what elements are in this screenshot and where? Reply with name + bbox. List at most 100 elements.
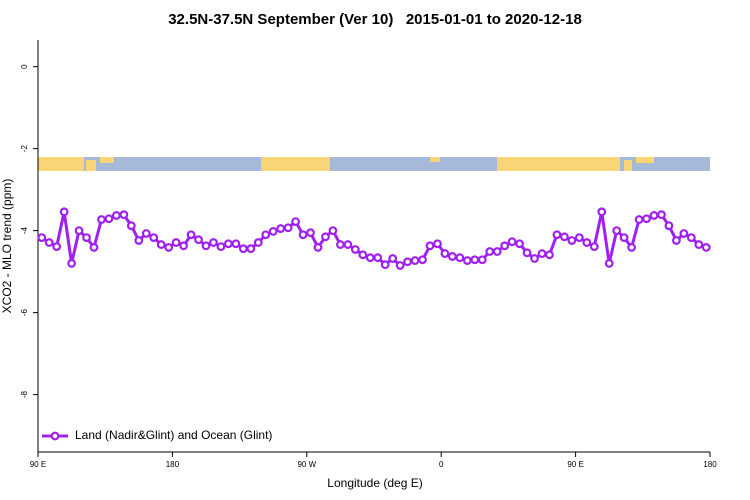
data-point [418,255,427,265]
data-point [612,226,622,236]
data-point [59,207,69,217]
data-point [604,259,614,268]
y-axis-label: XCO2 - MLO trend (ppm) [0,179,14,314]
x-tick-label: 180 [166,460,180,469]
data-point [440,249,450,258]
data-point [261,230,271,240]
data-point [306,228,315,238]
data-point [44,238,54,247]
data-point [343,240,353,249]
data-point [201,241,211,251]
data-point [455,253,465,263]
data-point [216,242,226,252]
data-point [223,239,233,249]
data-point [574,233,584,242]
data-point [403,257,413,267]
data-point [37,233,47,242]
data-point [179,241,189,251]
data-point [171,238,181,247]
y-tick-label: 0 [20,64,29,69]
data-point [582,238,592,247]
data-point [627,243,636,252]
x-tick-label: 90 W [297,460,316,469]
data-point [500,241,510,251]
data-point [336,240,345,249]
x-axis-label: Longitude (deg E) [327,476,422,490]
data-point [209,238,218,247]
x-tick-label: 90 E [30,460,46,469]
data-point [507,237,517,247]
data-point [492,247,502,256]
data-point [560,232,569,242]
data-point [276,224,286,233]
data-point [328,226,338,236]
data-point [567,236,577,245]
data-point [313,243,323,252]
x-tick-label: 90 E [567,460,583,469]
data-point [231,239,241,249]
chart-title: 32.5N-37.5N September (Ver 10) 2015-01-0… [168,11,582,28]
data-point [321,232,330,242]
data-point [597,207,607,217]
data-point [74,226,84,236]
data-point [97,215,106,224]
data-point [253,238,263,247]
data-point [515,239,524,249]
data-point [388,254,398,263]
data-point [67,259,76,268]
data-point [642,214,651,224]
data-point [522,248,532,258]
data-point [104,214,114,224]
data-point [149,233,159,242]
data-point [380,260,390,270]
data-point [134,236,144,245]
data-point [298,230,308,240]
data-point [126,221,136,231]
x-tick-label: 180 [703,460,717,469]
data-point [425,241,435,251]
data-point [238,244,248,254]
data-point [701,243,711,252]
data-point [545,250,554,260]
y-tick-label: -6 [20,309,29,317]
data-point [365,253,375,263]
data-point [619,233,629,242]
legend-label: Land (Nadir&Glint) and Ocean (Glint) [75,428,272,442]
x-tick-label: 0 [439,460,444,469]
y-tick-label: -8 [20,391,29,399]
data-point [433,239,442,249]
data-point [111,211,121,220]
data-point [649,211,659,220]
data-point [686,233,696,242]
data-point [358,250,368,260]
y-tick-label: -4 [20,227,29,235]
data-point [373,253,383,263]
data-point [246,244,256,254]
data-point [485,247,495,256]
data-point [634,215,644,224]
y-tick-label: -2 [20,145,29,153]
data-point [350,245,360,254]
data-point [89,243,99,252]
data-point [462,256,472,265]
data-point [470,255,480,265]
data-point [156,240,166,249]
data-point [283,223,293,233]
data-point [552,230,562,240]
data-point [477,255,487,265]
data-point [52,242,62,252]
data-point [82,233,91,242]
data-point [589,242,599,252]
data-point [395,261,405,270]
data-point [679,229,689,238]
legend-marker [50,431,60,441]
data-point [410,256,420,265]
data-point [448,252,457,261]
data-point [672,236,681,245]
data-point [694,240,704,249]
data-point [194,235,203,245]
data-point [291,217,301,227]
data-point [664,221,674,231]
data-point [119,210,129,220]
